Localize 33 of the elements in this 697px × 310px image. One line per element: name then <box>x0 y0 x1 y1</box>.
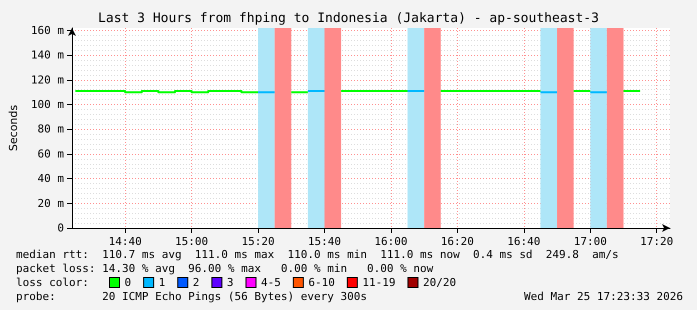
y-tick-label: 40 m <box>38 172 64 186</box>
y-tick-label: 0 <box>57 222 64 234</box>
y-tick-label: 100 m <box>30 98 64 112</box>
x-tick-label: 16:40 <box>507 235 540 248</box>
y-tick-label: 80 m <box>38 122 64 136</box>
x-tick-label: 14:40 <box>108 235 142 248</box>
legend-label: 3 <box>226 276 234 289</box>
text: median rtt: 110.7 ms avg 111.0 ms max 110.0 ms min 111.0 ms now 0.4 ms sd 249.8 am/s <box>16 248 619 261</box>
text: packet loss: 14.30 % avg 96.00 % max 0.00 % min 0.00 % now <box>16 262 434 275</box>
legend-label: 20/20 <box>422 276 456 289</box>
legend-label: 4-5 <box>260 276 281 289</box>
y-axis-title: Seconds <box>7 104 20 152</box>
y-tick-label: 60 m <box>38 147 64 160</box>
legend-label: 6-10 <box>308 276 335 289</box>
legend-title: loss color: <box>16 276 89 289</box>
x-tick-label: 17:20 <box>640 235 674 248</box>
x-tick-label: 17:00 <box>574 235 607 248</box>
chart-title: Last 3 Hours from fhping to Indonesia (Jakarta) - ap-southeast-3 <box>98 11 599 26</box>
x-tick-label: 16:20 <box>440 235 474 248</box>
legend-label: 11-19 <box>362 276 396 289</box>
legend-label: 1 <box>158 276 166 289</box>
text: probe: 20 ICMP Echo Pings (56 Bytes) every 300s <box>16 290 367 303</box>
x-tick-label: 16:00 <box>374 235 408 248</box>
x-tick-label: 15:00 <box>175 235 208 248</box>
x-tick-label: 15:40 <box>308 235 342 248</box>
x-tick-label: 15:20 <box>241 235 275 248</box>
y-tick-label: 140 m <box>30 48 64 62</box>
legend-label: 2 <box>192 276 200 289</box>
legend-label: 0 <box>124 276 132 289</box>
y-tick-label: 120 m <box>30 73 64 86</box>
y-tick-label: 20 m <box>38 196 64 210</box>
text: Wed Mar 25 17:23:33 2026 <box>524 290 684 303</box>
y-tick-label: 160 m <box>30 24 64 37</box>
